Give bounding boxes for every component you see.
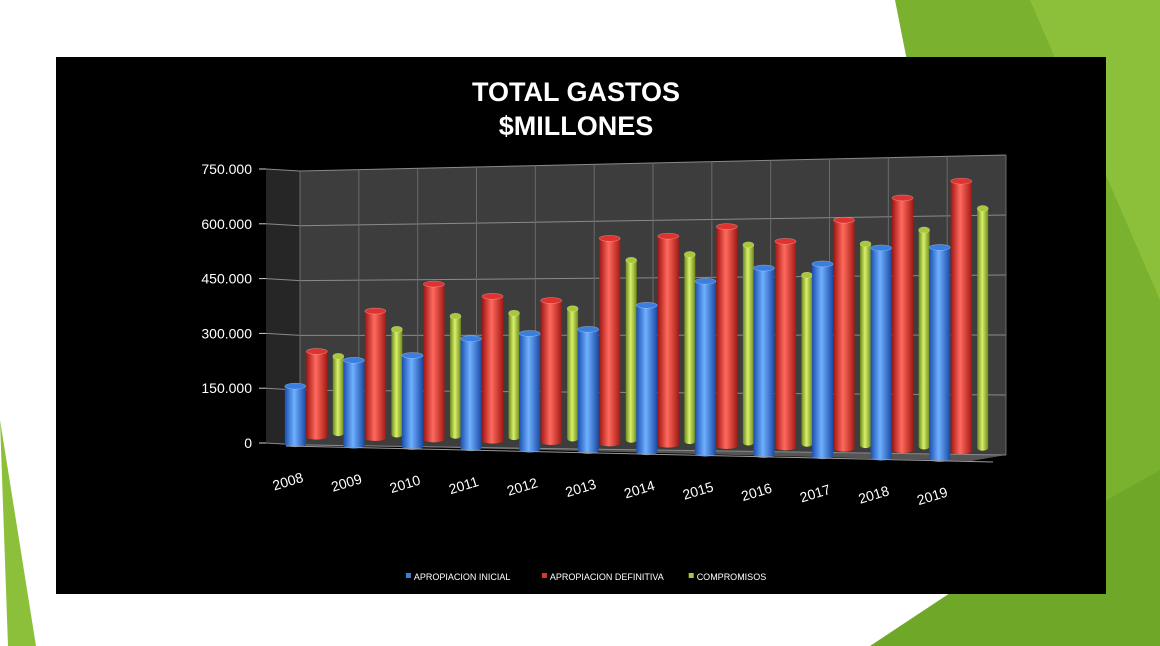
x-tick-label: 2009 [329, 470, 364, 494]
legend-label: COMPROMISOS [697, 572, 767, 582]
bar-2009-0 [343, 356, 365, 449]
side-gridline [265, 332, 301, 336]
y-tick-label: 300.000 [201, 325, 252, 341]
x-tick-label: 2016 [739, 480, 774, 504]
legend-item: APROPIACION INICIAL [405, 572, 511, 582]
y-axis-ticks: 750.000 600.000 450.000 300.000 150.000 0 [201, 161, 266, 451]
bar-2009-2 [391, 326, 403, 438]
bar-2008-2 [332, 352, 345, 437]
bar-2012-0 [518, 330, 541, 453]
bar-2017-0 [811, 260, 834, 460]
x-axis-line [285, 445, 994, 463]
legend-label: APROPIACION DEFINITIVA [550, 572, 664, 582]
y-tick-label: 0 [244, 435, 252, 451]
bars [284, 177, 994, 463]
bar-2009-1 [364, 307, 387, 441]
bar-2013-1 [598, 235, 621, 447]
legend-swatch [688, 573, 694, 578]
side-gridline [265, 168, 301, 172]
bar-2013-2 [625, 256, 638, 443]
bar-2012-1 [540, 297, 562, 445]
bar-2018-2 [918, 226, 930, 450]
legend: APROPIACION INICIAL APROPIACION DEFINITIV… [405, 572, 767, 582]
x-tick-label: 2008 [271, 469, 306, 493]
legend-item: APROPIACION DEFINITIVA [541, 572, 664, 582]
x-tick-label: 2015 [681, 478, 716, 502]
bar-2015-0 [694, 277, 717, 457]
bar-2012-2 [566, 305, 579, 442]
y-tick-label: 600.000 [201, 216, 252, 232]
x-tick-label: 2010 [388, 472, 423, 496]
bar-2016-2 [801, 271, 813, 447]
bar-2017-2 [859, 240, 872, 449]
bar-2011-2 [508, 309, 520, 441]
bar-2016-0 [753, 264, 775, 458]
chart-subtitle: $MILLONES [499, 111, 654, 141]
side-gridline [265, 278, 301, 282]
x-tick-label: 2017 [798, 481, 833, 505]
side-gridline [265, 223, 301, 227]
chart-svg: TOTAL GASTOS $MILLONES 750.000 600.000 450… [201, 77, 1007, 582]
bar-2015-1 [716, 223, 738, 449]
bar-2008-0 [284, 382, 307, 448]
bar-2010-1 [423, 280, 445, 443]
bar-2008-1 [305, 348, 328, 440]
legend-swatch [405, 573, 411, 578]
legend-item: COMPROMISOS [688, 572, 767, 582]
bar-2016-1 [774, 238, 797, 451]
bar-2014-1 [657, 232, 680, 448]
bar-2018-0 [870, 244, 892, 461]
bar-2013-0 [577, 326, 600, 454]
bar-2019-0 [928, 244, 951, 462]
bar-2019-1 [950, 177, 973, 455]
y-tick-label: 450.000 [201, 271, 252, 287]
legend-label: APROPIACION INICIAL [414, 572, 511, 582]
bar-2014-0 [635, 301, 658, 456]
bar-2010-2 [449, 312, 462, 439]
bar-2015-2 [742, 241, 755, 446]
x-tick-label: 2013 [564, 476, 599, 500]
x-tick-label: 2018 [856, 482, 891, 506]
x-tick-label: 2011 [447, 473, 481, 497]
chart-title: TOTAL GASTOS [472, 77, 680, 107]
x-axis-labels: 2008 2009 2010 2011 2012 2013 2014 2015 2016 2017… [271, 469, 950, 508]
bar-2010-0 [401, 352, 424, 450]
x-tick-label: 2012 [505, 474, 540, 498]
bar-2019-2 [976, 205, 989, 451]
x-tick-label: 2019 [915, 484, 950, 508]
x-tick-label: 2014 [622, 477, 657, 501]
y-tick-label: 150.000 [201, 380, 252, 396]
bar-2011-1 [481, 293, 504, 444]
bar-2017-1 [833, 216, 855, 452]
side-wall [266, 169, 300, 445]
bar-2014-2 [683, 251, 696, 445]
chart-panel: TOTAL GASTOS $MILLONES 750.000 600.000 450… [56, 57, 1106, 594]
y-tick-label: 750.000 [201, 161, 252, 177]
bar-2011-0 [460, 335, 482, 452]
legend-swatch [541, 573, 547, 578]
bar-2018-1 [891, 194, 914, 453]
